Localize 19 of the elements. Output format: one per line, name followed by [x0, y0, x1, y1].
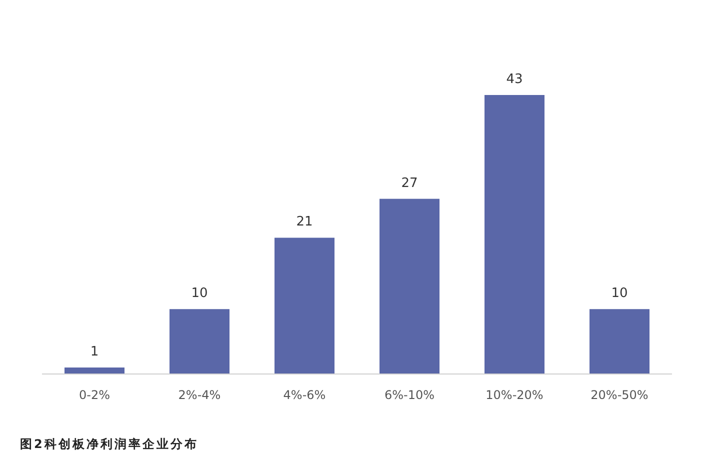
- bar: [380, 198, 440, 374]
- data-label: 1: [90, 344, 99, 360]
- x-tick-label: 20%-50%: [590, 388, 648, 402]
- x-tick-label: 4%-6%: [283, 388, 326, 402]
- x-tick-label: 6%-10%: [384, 388, 435, 402]
- bar: [64, 368, 124, 374]
- data-label: 43: [506, 72, 523, 87]
- bar: [590, 309, 650, 374]
- data-label: 10: [611, 286, 628, 302]
- x-tick-label: 2%-4%: [178, 388, 221, 402]
- data-label: 10: [191, 286, 208, 302]
- x-tick-label: 0-2%: [78, 388, 110, 402]
- data-label: 21: [296, 214, 313, 230]
- text: 图2科创板净利润率企业分布: [20, 437, 198, 451]
- bar: [274, 238, 334, 374]
- bar: [484, 95, 544, 374]
- data-label: 27: [401, 176, 418, 191]
- bar: [170, 309, 230, 374]
- x-tick-label: 10%-20%: [486, 388, 544, 402]
